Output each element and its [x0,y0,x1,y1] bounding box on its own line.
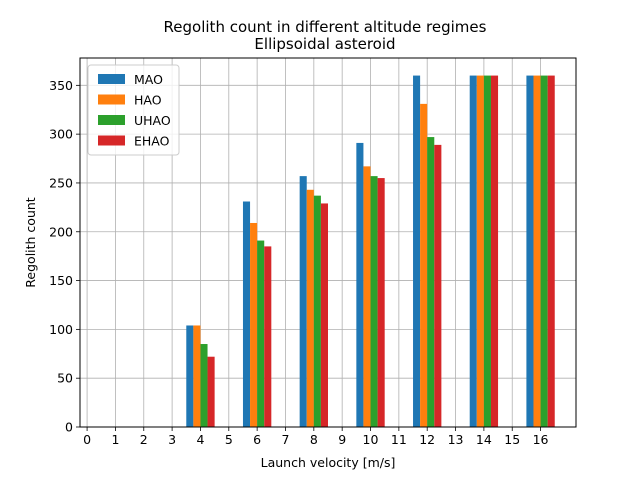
x-axis-label: Launch velocity [m/s] [261,455,396,470]
x-tick-label: 13 [448,432,464,447]
legend-swatch-hao [98,94,125,105]
bar-ehao-4 [207,356,215,427]
x-tick-label: 4 [196,432,204,447]
x-tick-label: 10 [363,432,379,447]
x-tick-label: 1 [111,432,119,447]
y-tick-label: 100 [49,322,73,337]
bar-ehao-10 [377,178,385,427]
bar-hao-6 [250,222,258,427]
bar-uhao-10 [370,176,378,427]
bar-ehao-12 [434,144,442,427]
bar-mao-16 [526,75,534,428]
bar-ehao-8 [320,203,328,427]
legend-label-ehao: EHAO [134,134,170,149]
legend-label-mao: MAO [134,72,163,87]
x-tick-label: 6 [253,432,261,447]
bar-uhao-8 [313,195,321,427]
x-tick-label: 11 [391,432,407,447]
bar-ehao-16 [547,75,555,428]
bar-hao-16 [533,75,541,428]
legend-swatch-uhao [98,115,125,125]
chart-title: Regolith count in different altitude reg… [164,18,487,36]
bar-uhao-12 [427,137,435,428]
bar-hao-8 [306,189,314,427]
legend: MAO HAO UHAO EHAO [87,64,180,156]
bar-mao-12 [413,75,421,428]
bar-uhao-14 [483,75,491,428]
bar-uhao-4 [200,344,208,427]
y-tick-label: 50 [57,371,73,386]
x-tick-label: 3 [168,432,176,447]
bar-uhao-6 [257,240,265,427]
legend-label-uhao: UHAO [134,113,171,128]
legend-swatch-ehao [98,135,125,146]
bar-mao-10 [356,142,364,427]
x-tick-label: 15 [504,432,520,447]
bar-ehao-6 [264,246,272,427]
legend-label-hao: HAO [134,93,162,108]
x-tick-label: 7 [282,432,290,447]
bar-mao-8 [299,176,307,427]
bar-hao-14 [476,75,484,428]
y-tick-label: 200 [49,224,73,239]
y-tick-label: 250 [49,175,73,190]
y-axis-label: Regolith count [23,197,38,288]
bar-hao-12 [420,103,428,427]
bar-mao-6 [242,201,251,427]
x-tick-label: 14 [476,432,492,447]
chart-subtitle: Ellipsoidal asteroid [254,35,395,53]
legend-swatch-mao [98,74,125,84]
bar-uhao-16 [540,75,548,428]
legend-box [87,64,180,156]
x-tick-label: 12 [419,432,435,447]
x-tick-label: 5 [225,432,233,447]
x-tick-label: 0 [83,432,91,447]
bars [186,75,555,428]
bar-hao-10 [363,166,371,427]
y-tick-label: 350 [49,78,73,93]
bar-mao-4 [186,325,194,427]
bar-ehao-14 [490,75,499,428]
y-tick-label: 300 [49,127,73,142]
axis-ticks: 0 1 2 3 4 5 6 7 8 9 10 11 12 13 14 15 160501001502002503… [49,78,548,447]
y-tick-label: 150 [49,273,73,288]
plot-frame [79,57,577,428]
bar-mao-14 [469,75,477,428]
bar-hao-4 [193,325,201,427]
x-tick-label: 2 [140,432,148,447]
x-tick-label: 9 [338,432,346,447]
x-tick-label: 8 [310,432,318,447]
y-tick-label: 0 [65,420,73,435]
x-tick-label: 16 [533,432,549,447]
